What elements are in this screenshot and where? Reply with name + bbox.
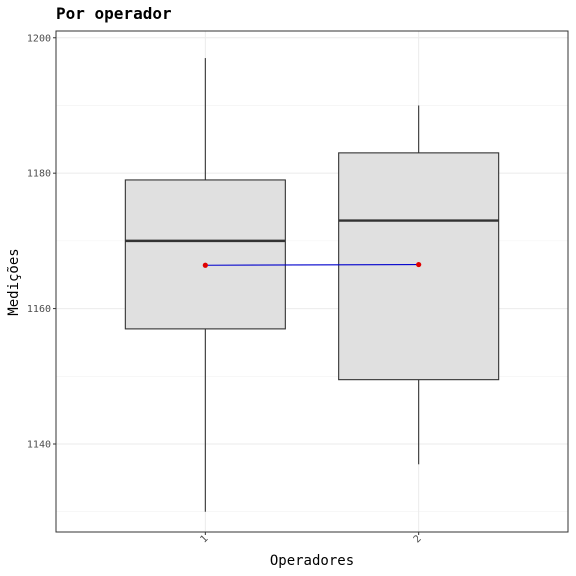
y-tick-label: 1200 xyxy=(27,33,51,44)
box-1 xyxy=(124,179,286,330)
mean-point xyxy=(202,262,208,268)
y-tick-label: 1180 xyxy=(27,169,51,180)
mean-point xyxy=(416,261,422,268)
y-tick-label: 1140 xyxy=(27,439,51,450)
x-tick-label: 2 xyxy=(412,533,424,545)
y-axis-title: Medições xyxy=(6,248,22,315)
chart-title: Por operador xyxy=(56,4,172,23)
mean-line xyxy=(205,264,419,266)
plot-panel: 1140 1160 1180 1200 1 2 xyxy=(27,30,569,545)
panel-border xyxy=(55,30,569,533)
y-tick-label: 1160 xyxy=(27,304,51,315)
x-axis-title: Operadores xyxy=(270,553,354,569)
x-tick-label: 1 xyxy=(198,533,210,545)
